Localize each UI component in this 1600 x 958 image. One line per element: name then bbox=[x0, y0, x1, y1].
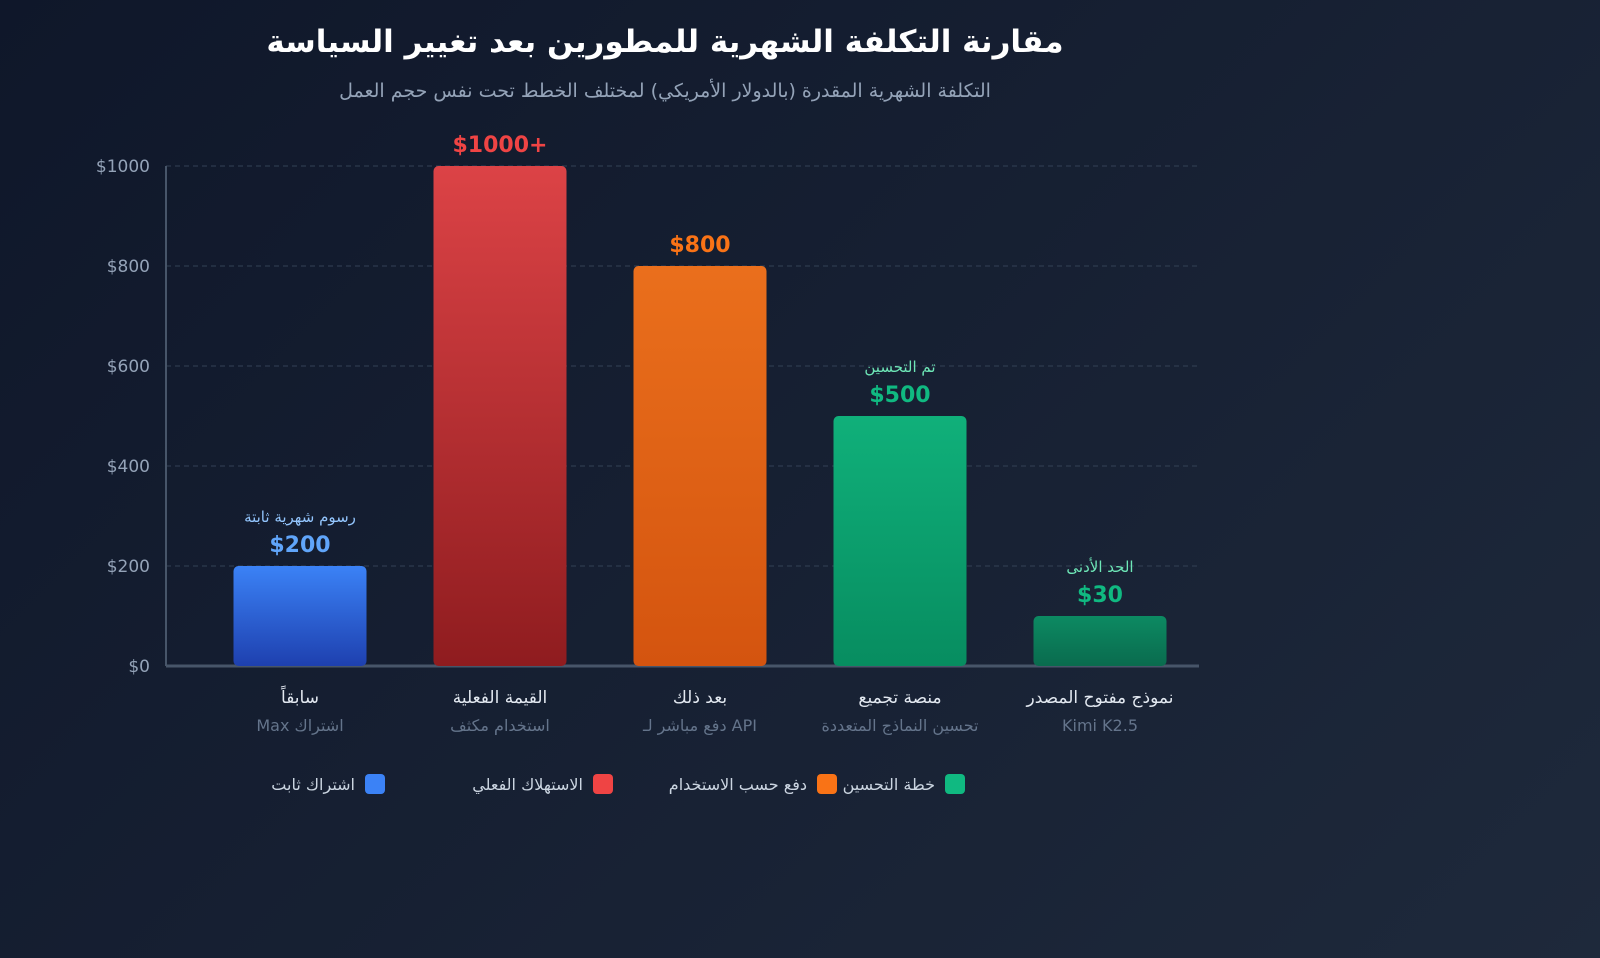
legend-swatch bbox=[365, 774, 385, 794]
bar-value-label: $800 bbox=[669, 233, 730, 258]
category-sub-label: API دفع مباشر لـ bbox=[643, 716, 757, 735]
bar-note: تم التحسين bbox=[864, 358, 935, 376]
legend-swatch bbox=[593, 774, 613, 794]
bar-note: الحد الأدنى bbox=[1066, 557, 1133, 576]
legend-item[interactable]: خطة التحسين bbox=[843, 774, 965, 794]
x-category-label: سابقاً اشتراك Max bbox=[200, 688, 400, 735]
bar-value-label: $500 bbox=[869, 383, 930, 408]
chart-subtitle: التكلفة الشهرية المقدرة (بالدولار الأمري… bbox=[339, 80, 991, 102]
category-main-label: بعد ذلك bbox=[672, 688, 728, 708]
legend-label: الاستهلاك الفعلي bbox=[472, 774, 583, 794]
bar-note: رسوم شهرية ثابتة bbox=[244, 508, 356, 526]
y-tick-label: $400 bbox=[107, 457, 150, 477]
category-sub-label: استخدام مكثف bbox=[450, 716, 550, 735]
bar[interactable] bbox=[633, 266, 767, 666]
category-main-label: القيمة الفعلية bbox=[452, 688, 548, 708]
category-main-label: منصة تجميع bbox=[858, 688, 942, 708]
legend-item[interactable]: اشتراك ثابت bbox=[271, 774, 385, 794]
y-tick-label: $0 bbox=[128, 657, 150, 677]
x-category-label: بعد ذلك API دفع مباشر لـ bbox=[600, 688, 800, 735]
chart-title: مقارنة التكلفة الشهرية للمطورين بعد تغيي… bbox=[266, 24, 1064, 60]
legend-item[interactable]: الاستهلاك الفعلي bbox=[472, 774, 613, 794]
category-main-label: نموذج مفتوح المصدر bbox=[1026, 688, 1174, 708]
legend-label: خطة التحسين bbox=[842, 774, 935, 794]
bar-value-label: $30 bbox=[1077, 583, 1123, 608]
y-tick-label: $200 bbox=[107, 557, 150, 577]
bar-value-label: $200 bbox=[269, 533, 330, 558]
category-main-label: سابقاً bbox=[281, 688, 319, 708]
category-sub-label: اشتراك Max bbox=[256, 716, 344, 735]
bar[interactable] bbox=[1033, 616, 1167, 666]
y-tick-label: $600 bbox=[107, 357, 150, 377]
category-sub-label: Kimi K2.5 bbox=[1062, 716, 1138, 735]
x-category-label: منصة تجميع تحسين النماذج المتعددة bbox=[800, 688, 1000, 735]
bar-value-label: $1000+ bbox=[453, 133, 548, 158]
x-category-label: نموذج مفتوح المصدر Kimi K2.5 bbox=[1000, 688, 1200, 735]
legend-swatch bbox=[945, 774, 965, 794]
bar[interactable] bbox=[833, 416, 967, 666]
bar[interactable] bbox=[433, 166, 567, 666]
y-tick-label: $1000 bbox=[96, 157, 150, 177]
legend-label: اشتراك ثابت bbox=[271, 774, 355, 794]
x-category-label: القيمة الفعلية استخدام مكثف bbox=[400, 688, 600, 735]
legend-item[interactable]: دفع حسب الاستخدام bbox=[669, 774, 837, 794]
category-sub-label: تحسين النماذج المتعددة bbox=[821, 716, 979, 735]
legend-swatch bbox=[817, 774, 837, 794]
bar[interactable] bbox=[233, 566, 367, 666]
legend-label: دفع حسب الاستخدام bbox=[668, 774, 807, 794]
y-tick-label: $800 bbox=[107, 257, 150, 277]
